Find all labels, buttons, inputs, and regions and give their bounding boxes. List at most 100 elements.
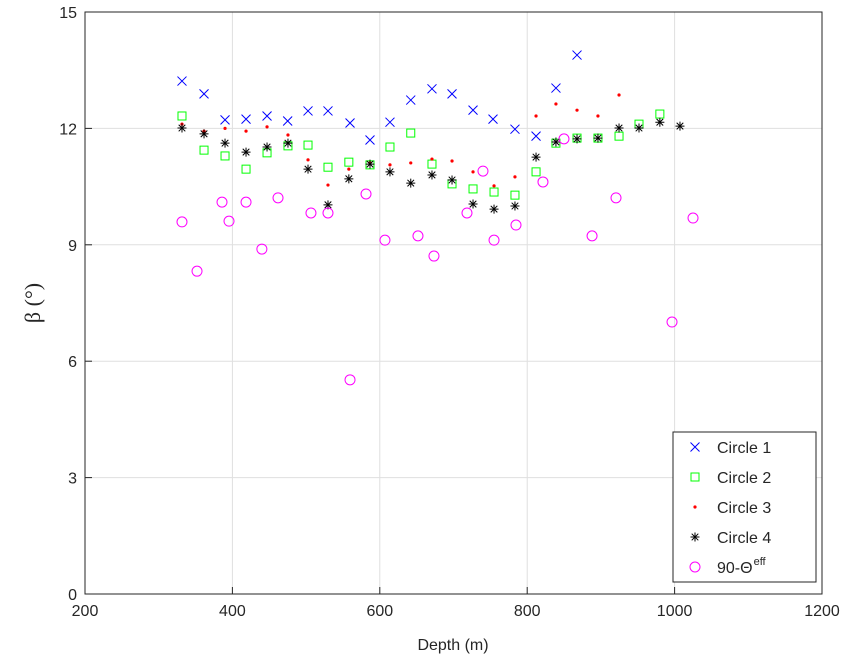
marker-part: [379, 234, 391, 246]
marker-circle: [412, 230, 424, 242]
marker-dot: [450, 159, 454, 163]
marker-circle: [191, 265, 203, 277]
marker-part: [430, 157, 434, 161]
marker-square: [531, 167, 541, 177]
marker-part: [177, 76, 187, 86]
marker-part: [177, 123, 187, 133]
marker-star: [690, 532, 700, 542]
marker-part: [385, 117, 395, 128]
legend-label: Circle 1: [717, 440, 771, 457]
marker-dot: [430, 157, 434, 161]
marker-part: [326, 183, 330, 187]
marker-square: [220, 151, 230, 161]
marker-part: [554, 102, 558, 106]
marker-part: [303, 140, 313, 150]
marker-part: [216, 196, 228, 208]
marker-square: [468, 184, 478, 194]
marker-x: [262, 111, 272, 121]
marker-circle: [488, 234, 500, 246]
marker-part: [572, 134, 582, 144]
marker-part: [272, 192, 284, 204]
marker-x: [531, 131, 541, 142]
marker-part: [690, 532, 700, 542]
marker-x: [323, 106, 333, 116]
marker-part: [634, 123, 644, 133]
marker-star: [406, 178, 416, 188]
marker-part: [510, 201, 520, 211]
marker-part: [575, 108, 579, 112]
marker-square: [323, 162, 333, 172]
marker-star: [634, 123, 644, 133]
marker-part: [468, 199, 478, 209]
marker-part: [690, 442, 700, 452]
y-tick-label: 9: [68, 238, 77, 255]
marker-circle: [586, 230, 598, 242]
marker-part: [385, 142, 395, 152]
legend-label: 90-Θ: [717, 560, 753, 577]
marker-x: [303, 106, 313, 116]
marker-part: [531, 131, 541, 142]
marker-part: [572, 50, 582, 60]
marker-x: [241, 114, 251, 124]
marker-square: [177, 111, 187, 121]
marker-part: [241, 114, 251, 124]
y-axis-label: β (°): [20, 283, 45, 323]
marker-part: [256, 243, 268, 255]
marker-part: [468, 184, 478, 194]
marker-x: [690, 442, 700, 452]
marker-part: [450, 159, 454, 163]
marker-part: [617, 93, 621, 97]
marker-part: [510, 219, 522, 231]
marker-dot: [388, 163, 392, 167]
marker-dot: [492, 184, 496, 188]
y-tick-label: 15: [59, 5, 77, 22]
marker-star: [551, 137, 561, 147]
marker-star: [614, 123, 624, 133]
marker-dot: [409, 161, 413, 165]
marker-dot: [471, 170, 475, 174]
marker-square: [510, 190, 520, 200]
marker-star: [199, 129, 209, 139]
marker-part: [513, 175, 517, 179]
marker-part: [489, 187, 499, 197]
marker-x: [282, 116, 293, 126]
legend-label: Circle 2: [717, 470, 771, 487]
marker-part: [262, 142, 272, 152]
marker-dot: [223, 126, 227, 130]
marker-part: [537, 176, 549, 188]
legend-superscript: eff: [754, 556, 767, 568]
marker-part: [244, 129, 248, 133]
marker-part: [427, 170, 437, 180]
marker-part: [199, 89, 209, 99]
marker-part: [558, 133, 570, 145]
marker-dot: [534, 114, 538, 118]
marker-part: [596, 114, 600, 118]
marker-square: [385, 142, 395, 152]
marker-x: [177, 76, 187, 86]
marker-part: [531, 152, 541, 162]
x-tick-label: 1200: [804, 603, 840, 620]
marker-dot: [244, 129, 248, 133]
marker-x: [551, 83, 561, 93]
marker-star: [262, 142, 272, 152]
marker-part: [492, 184, 496, 188]
marker-part: [220, 151, 230, 161]
marker-star: [468, 199, 478, 209]
y-tick-label: 6: [68, 354, 77, 371]
marker-x: [488, 114, 498, 124]
marker-part: [365, 159, 375, 169]
marker-circle: [240, 196, 252, 208]
marker-star: [385, 167, 395, 177]
marker-part: [488, 114, 498, 124]
x-tick-label: 200: [72, 603, 99, 620]
marker-part: [265, 125, 269, 129]
marker-part: [345, 118, 355, 128]
marker-star: [365, 159, 375, 169]
marker-dot: [286, 133, 290, 137]
marker-dot: [265, 125, 269, 129]
marker-part: [447, 89, 457, 99]
marker-part: [531, 167, 541, 177]
marker-part: [240, 196, 252, 208]
marker-circle: [689, 561, 701, 573]
